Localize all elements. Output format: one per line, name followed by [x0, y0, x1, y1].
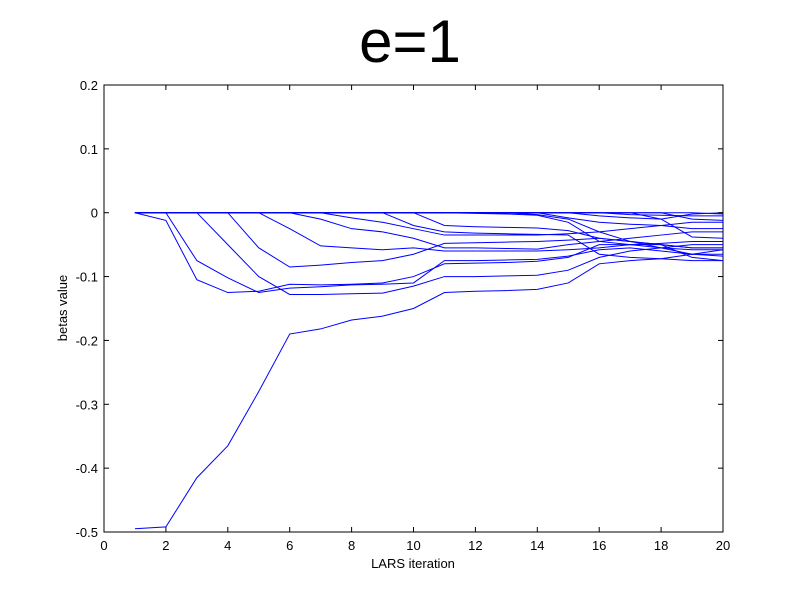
plot-area: 0 2 4 6 8 10 12 14 16 18 20 -0.5-0.4-0.3-0.2-0.100… [76, 78, 731, 553]
x-tick-label: 2 [162, 538, 169, 553]
x-axis-label: LARS iteration [371, 556, 455, 571]
chart-title: e=1 [359, 8, 461, 75]
y-tick-label: -0.1 [76, 270, 98, 285]
x-tick-label: 16 [592, 538, 606, 553]
y-tick-label: -0.3 [76, 397, 98, 412]
x-tick-label: 4 [224, 538, 231, 553]
y-axis-label: betas value [55, 275, 70, 342]
y-tick-label: 0.1 [80, 142, 98, 157]
x-tick-label: 20 [716, 538, 730, 553]
series-line-3 [134, 212, 723, 294]
y-axis-ticks: -0.5 -0.4 -0.3 -0.2 -0.1 0 0.1 0.2 [76, 78, 723, 540]
x-tick-label: 10 [406, 538, 420, 553]
series-line-2 [134, 212, 723, 294]
y-tick-label: -0.5 [76, 525, 98, 540]
x-tick-label: 14 [530, 538, 544, 553]
x-tick-label: 0 [100, 538, 107, 553]
x-tick-label: 8 [348, 538, 355, 553]
y-tick-label: -0.4 [76, 461, 98, 476]
series-layer [134, 212, 724, 530]
y-tick-label: -0.2 [76, 333, 98, 348]
series-line-18 [134, 212, 724, 215]
x-axis-ticks: 0 2 4 6 8 10 12 14 16 18 20 [100, 85, 730, 553]
x-tick-label: 6 [286, 538, 293, 553]
series-line-4 [134, 212, 723, 295]
x-tick-label: 12 [468, 538, 482, 553]
y-tick-label: 0 [91, 206, 98, 221]
y-tick-label: 0.2 [80, 78, 98, 93]
x-tick-label: 18 [654, 538, 668, 553]
series-line-1 [134, 249, 724, 530]
